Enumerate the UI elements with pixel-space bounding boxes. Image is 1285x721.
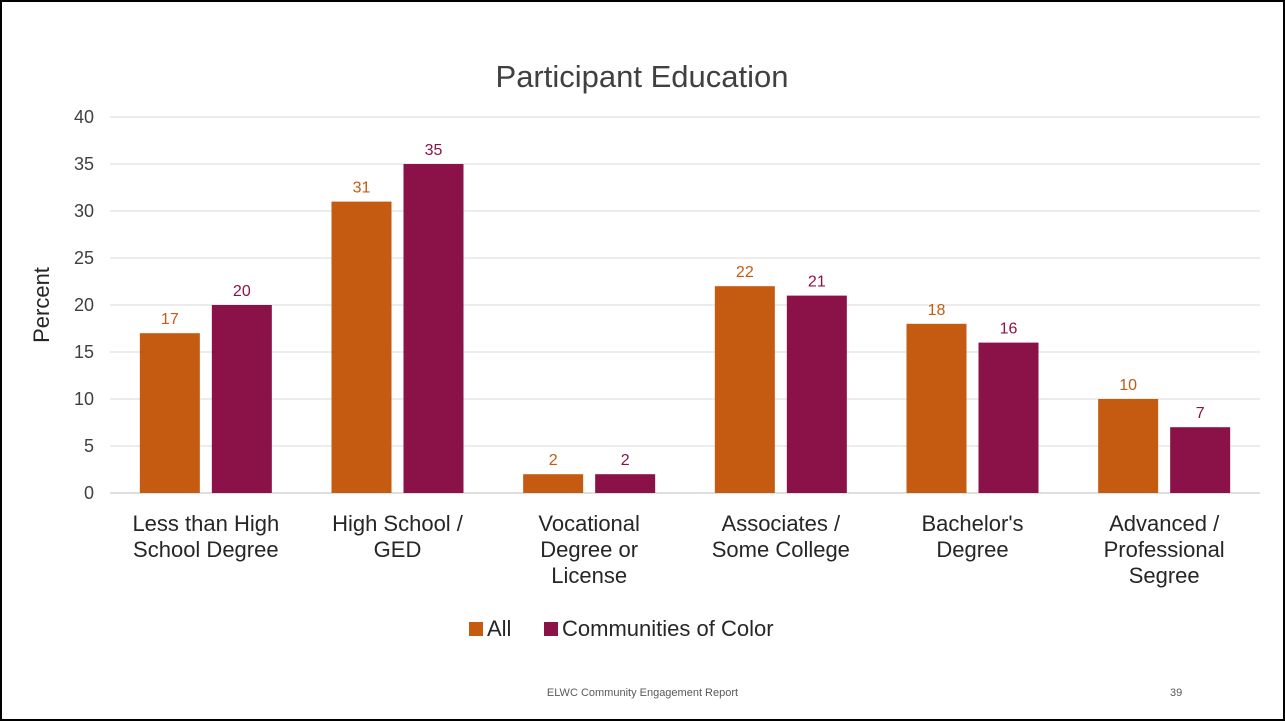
data-label: 31: [353, 180, 371, 197]
x-tick-label: Bachelor's Degree: [921, 511, 1023, 562]
bar-communities-of-color: [1170, 427, 1231, 493]
y-tick-label: 40: [74, 107, 94, 127]
x-tick-label: High School / GED: [332, 511, 464, 562]
y-tick-label: 15: [74, 342, 94, 362]
data-label: 35: [425, 142, 443, 159]
y-tick-label: 30: [74, 201, 94, 221]
legend-label: All: [487, 616, 511, 641]
data-label: 10: [1119, 377, 1137, 394]
data-label: 21: [808, 274, 826, 291]
bars: [139, 164, 1231, 493]
data-label: 22: [736, 264, 754, 281]
x-tick-label: Less than High School Degree: [132, 511, 279, 562]
x-axis-ticks: Less than High School Degree High School /…: [132, 511, 1224, 588]
y-tick-label: 20: [74, 295, 94, 315]
data-label: 16: [1000, 321, 1018, 338]
y-tick-label: 5: [84, 436, 94, 456]
y-axis-ticks: 0 5 10 15 20 25 30 35 40: [74, 107, 94, 503]
legend-label: Communities of Color: [562, 616, 774, 641]
y-axis-label: Percent: [29, 267, 54, 343]
y-tick-label: 25: [74, 248, 94, 268]
y-tick-label: 10: [74, 389, 94, 409]
data-label: 20: [233, 283, 251, 300]
data-label: 7: [1196, 405, 1205, 422]
x-tick-label: Advanced / Professional Segree: [1104, 511, 1225, 588]
legend-swatch: [544, 622, 558, 636]
bar-all: [331, 201, 392, 493]
y-tick-label: 0: [84, 483, 94, 503]
y-tick-label: 35: [74, 154, 94, 174]
footer-text: ELWC Community Engagement Report: [546, 687, 739, 699]
bar-all: [523, 474, 584, 493]
chart-title: Participant Education: [496, 59, 789, 94]
data-label: 18: [928, 302, 946, 319]
page-number: 39: [1170, 687, 1183, 699]
data-label: 2: [621, 452, 630, 469]
bar-all: [139, 333, 200, 493]
x-tick-label: Associates / Some College: [712, 511, 850, 562]
data-label: 17: [161, 311, 179, 328]
data-label: 2: [549, 452, 558, 469]
bar-communities-of-color: [211, 305, 272, 493]
legend: All Communities of Color: [469, 616, 774, 641]
bar-communities-of-color: [595, 474, 656, 493]
bar-all: [1098, 399, 1159, 493]
bar-communities-of-color: [978, 342, 1039, 493]
bar-communities-of-color: [786, 295, 847, 493]
bar-communities-of-color: [403, 164, 464, 493]
legend-swatch: [469, 622, 483, 636]
bar-all: [906, 323, 967, 493]
gridlines: [110, 116, 1260, 494]
x-tick-label: Vocational Degree or License: [538, 511, 640, 588]
bar-all: [714, 286, 775, 493]
